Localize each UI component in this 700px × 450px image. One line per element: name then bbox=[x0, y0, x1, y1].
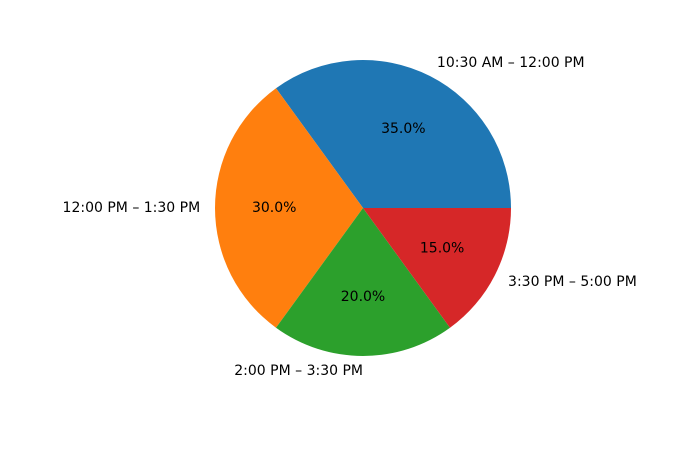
percent-labels-layer: 35.0% 30.0% 20.0% 15.0% bbox=[252, 121, 464, 305]
pie-slice bbox=[363, 208, 511, 328]
pie-slice bbox=[276, 208, 450, 357]
slice-category-label: 2:00 PM – 3:30 PM bbox=[234, 363, 363, 379]
slice-percent-label: 30.0% bbox=[252, 200, 296, 216]
slice-category-label: 12:00 PM – 1:30 PM bbox=[63, 200, 201, 216]
slice-category-label: 3:30 PM – 5:00 PM bbox=[508, 274, 637, 290]
slice-percent-label: 20.0% bbox=[341, 289, 385, 305]
slice-percent-label: 35.0% bbox=[381, 121, 425, 137]
pie-slice bbox=[214, 88, 363, 328]
slices-layer bbox=[214, 60, 511, 357]
slice-percent-label: 15.0% bbox=[420, 240, 464, 256]
pie-slice bbox=[276, 60, 511, 208]
slice-labels-layer: 10:30 AM – 12:00 PM 12:00 PM – 1:30 PM 2:0… bbox=[63, 55, 637, 379]
slice-category-label: 10:30 AM – 12:00 PM bbox=[437, 55, 585, 71]
